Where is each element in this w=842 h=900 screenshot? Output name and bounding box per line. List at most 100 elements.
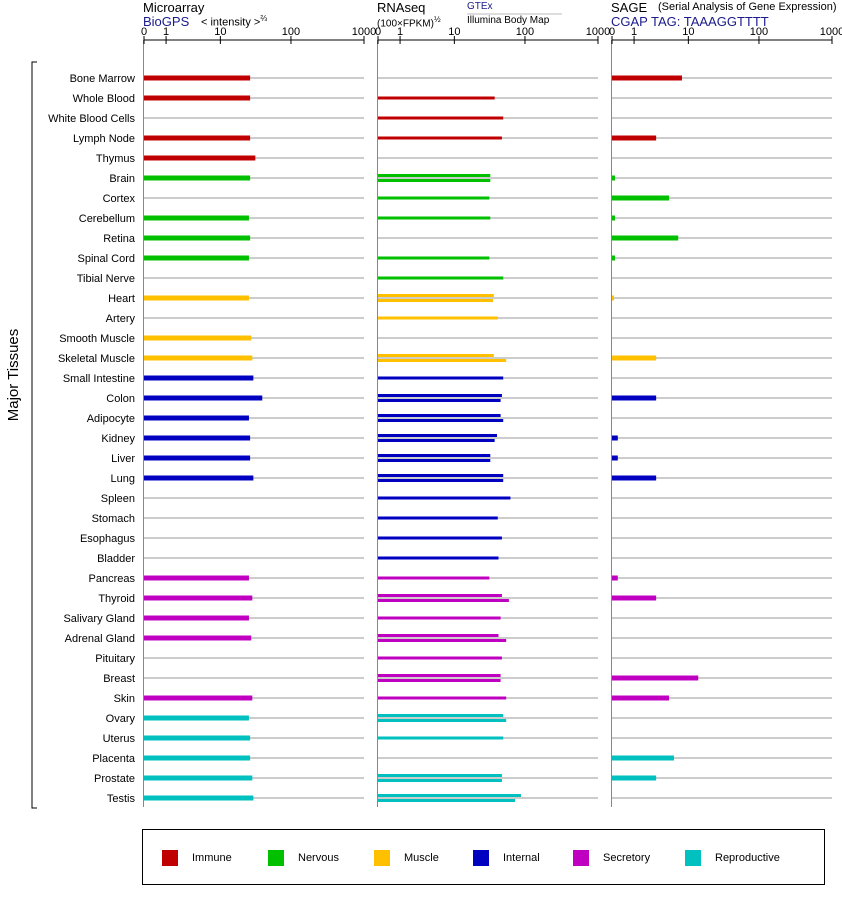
rnaseq-bar [378,799,516,802]
sage-subtitle: (Serial Analysis of Gene Expression) [658,1,837,13]
microarray-bar [144,715,249,721]
tissue-label: Colon [106,393,135,405]
sage-bar [612,175,616,181]
tissue-label: Spleen [101,493,135,505]
microarray-bar [144,775,253,781]
rnaseq-bar [378,736,504,740]
rnaseq-bar [378,414,501,417]
rnaseq-bar [378,599,509,602]
tissue-label: Lung [111,473,135,485]
rnaseq-bar [378,354,494,357]
rnaseq-bar [378,634,499,637]
tissue-label: Adrenal Gland [65,633,135,645]
rnaseq-bar [378,299,493,302]
legend-swatch-immune [162,850,178,866]
rnaseq-bar [378,294,494,297]
microarray-title: Microarray [143,0,205,15]
gtex-link[interactable]: GTEx [467,1,493,12]
tissue-label: Artery [106,313,136,325]
sage-tag: CGAP TAG: TAAAGGTTTT [611,14,769,29]
legend-label-nervous: Nervous [298,852,339,864]
rnaseq-bar [378,316,498,320]
legend-swatch-internal [473,850,489,866]
microarray-bar [144,75,251,81]
rnaseq-bar [378,516,498,520]
rnaseq-bar [378,179,491,182]
tissue-label: Smooth Muscle [59,333,135,345]
tissue-label: Liver [111,453,135,465]
legend-item-nervous: Nervous [268,850,339,866]
microarray-tick-label-0: 0 [141,26,147,38]
rnaseq-bar [378,794,521,797]
rnaseq-tick-label-10: 10 [448,26,460,38]
sage-tick-label-1000: 1000 [820,26,842,38]
rnaseq-tick-label-1: 1 [397,26,403,38]
sage-bar [612,135,657,141]
microarray-bar [144,615,249,621]
sage-bar [612,675,699,681]
rnaseq-bar [378,576,490,580]
biogps-link[interactable]: BioGPS [143,14,190,29]
microarray-bar [144,215,249,221]
sage-title: SAGE [611,0,648,15]
rnaseq-bar [378,376,504,380]
rnaseq-bar [378,474,504,477]
tissue-label: Heart [108,293,135,305]
rnaseq-bar [378,479,504,482]
sage-bar [612,575,618,581]
illumina-body-map-label: Illumina Body Map [467,15,550,26]
tissue-label: Breast [103,673,135,685]
tissue-label: Pancreas [89,573,136,585]
major-tissues-label: Major Tissues [5,329,22,422]
sage-tick-label-10: 10 [682,26,694,38]
legend-label-reproductive: Reproductive [715,852,780,864]
rnaseq-bar [378,496,511,500]
sage-bar [612,475,657,481]
rnaseq-bar [378,719,507,722]
sage-bar [612,695,670,701]
rnaseq-bar [378,459,491,462]
tissue-label: White Blood Cells [48,113,135,125]
legend: Immune Nervous Muscle Internal Secretory… [142,829,825,885]
tissue-label: Spinal Cord [78,253,135,265]
sage-bar [612,775,657,781]
microarray-bar [144,435,251,441]
sage-tick-label-100: 100 [750,26,768,38]
microarray-bar [144,755,251,761]
rnaseq-bar [378,359,507,362]
rnaseq-bar [378,674,501,677]
tissue-label: Uterus [103,733,136,745]
rnaseq-bar [378,696,507,700]
rnaseq-bar [378,196,490,200]
microarray-tick-label-10: 10 [214,26,226,38]
rnaseq-tick-label-0: 0 [375,26,381,38]
microarray-bar [144,155,256,161]
sage-bar [612,395,657,401]
microarray-tick-label-1: 1 [163,26,169,38]
tissue-label: Salivary Gland [63,613,135,625]
microarray-bar [144,795,254,801]
sage-bar [612,755,674,761]
rnaseq-bar [378,96,495,100]
microarray-tick-label-100: 100 [282,26,300,38]
rnaseq-bar [378,656,502,660]
tissue-label: Esophagus [80,533,136,545]
sage-bar [612,235,679,241]
tissue-label: Brain [109,173,135,185]
sage-bar [612,215,616,221]
legend-item-internal: Internal [473,850,540,866]
microarray-bar [144,375,254,381]
microarray-bar [144,575,249,581]
legend-swatch-nervous [268,850,284,866]
microarray-tick-label-1000: 1000 [352,26,376,38]
rnaseq-bar [378,256,490,260]
sage-tick-label-1: 1 [631,26,637,38]
rnaseq-bar [378,594,502,597]
tissue-label: Thyroid [98,593,135,605]
legend-swatch-muscle [374,850,390,866]
tissue-label: Adipocyte [87,413,135,425]
tissue-label: Stomach [92,513,135,525]
tissue-label: Skin [114,693,135,705]
legend-label-secretory: Secretory [603,852,651,864]
microarray-bar [144,475,254,481]
